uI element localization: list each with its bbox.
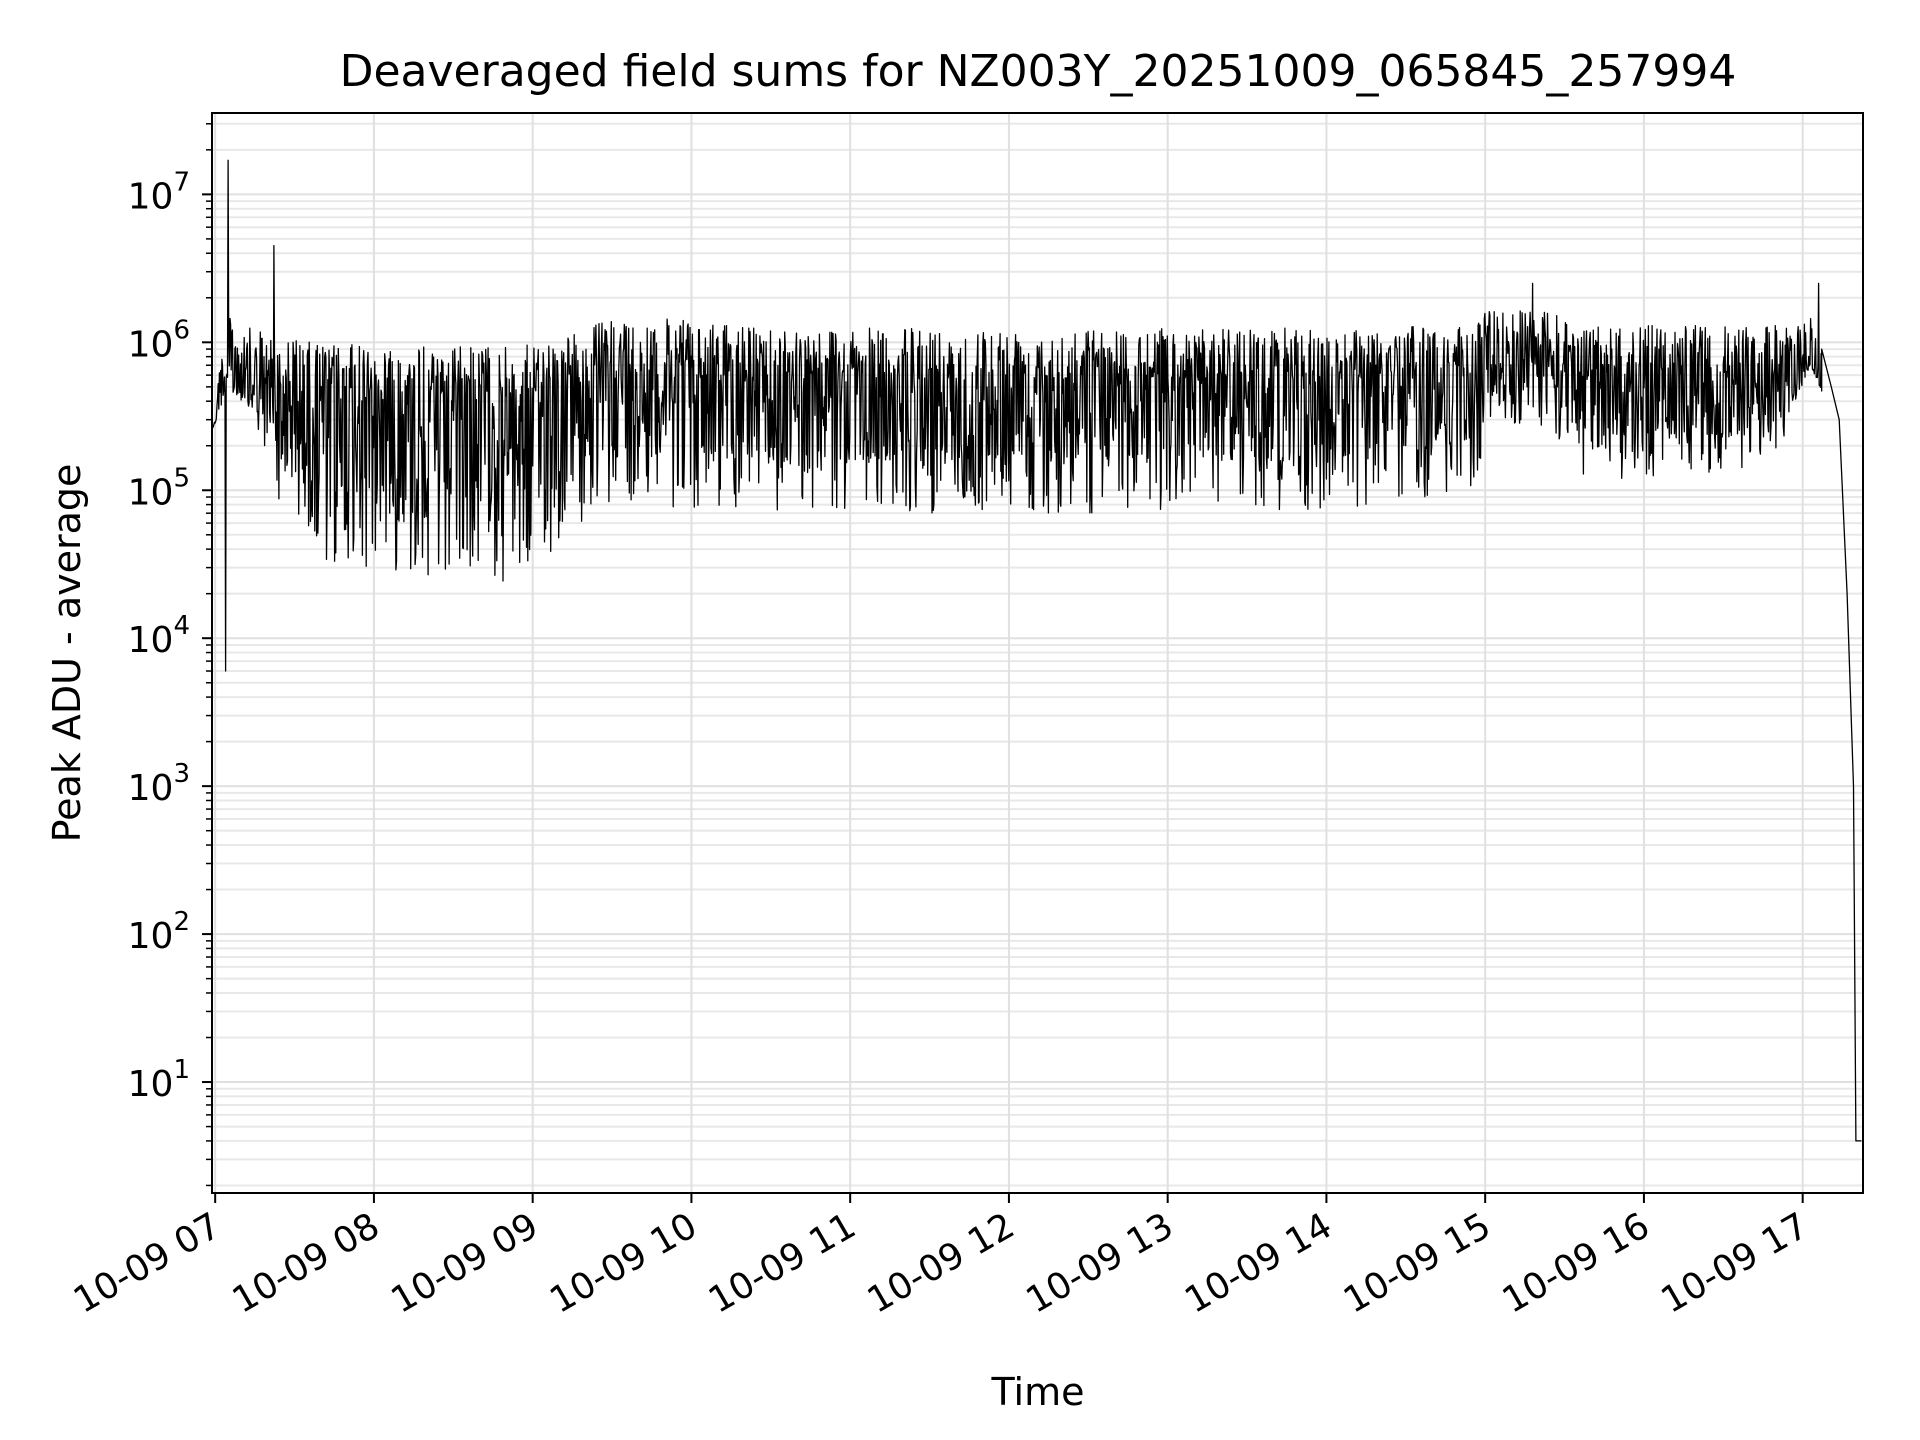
y-tick-label-base: 10: [128, 472, 174, 513]
y-tick-label-base: 10: [128, 324, 174, 365]
minor-gridlines: [212, 122, 1863, 1187]
y-tick-label: 104: [128, 611, 190, 661]
y-tick-label-base: 10: [128, 1064, 174, 1105]
y-tick-label-base: 10: [128, 768, 174, 809]
x-axis-label: Time: [991, 1370, 1085, 1414]
y-tick-label: 106: [128, 315, 190, 365]
y-axis-label: Peak ADU - average: [45, 464, 89, 843]
chart-title: Deaveraged field sums for NZ003Y_2025100…: [340, 46, 1737, 97]
y-tick-label: 107: [128, 167, 190, 217]
y-tick-label-base: 10: [128, 620, 174, 661]
y-tick-label: 101: [128, 1055, 190, 1105]
y-tick-label-power: 3: [173, 759, 190, 789]
y-tick-label-base: 10: [128, 176, 174, 217]
series-field-sums: [211, 159, 1862, 1142]
y-tick-label-power: 1: [173, 1055, 190, 1085]
major-gridlines: [212, 113, 1863, 1193]
y-tick-label: 105: [128, 463, 190, 513]
series-line: [211, 159, 1862, 1142]
y-tick-label: 103: [128, 759, 190, 809]
y-tick-label-power: 6: [173, 315, 190, 345]
y-tick-label-power: 2: [173, 907, 190, 937]
y-tick-label-base: 10: [128, 916, 174, 957]
y-tick-label: 102: [128, 907, 190, 957]
y-tick-label-power: 4: [173, 611, 190, 641]
y-tick-label-power: 7: [173, 167, 190, 197]
y-tick-label-power: 5: [173, 463, 190, 493]
